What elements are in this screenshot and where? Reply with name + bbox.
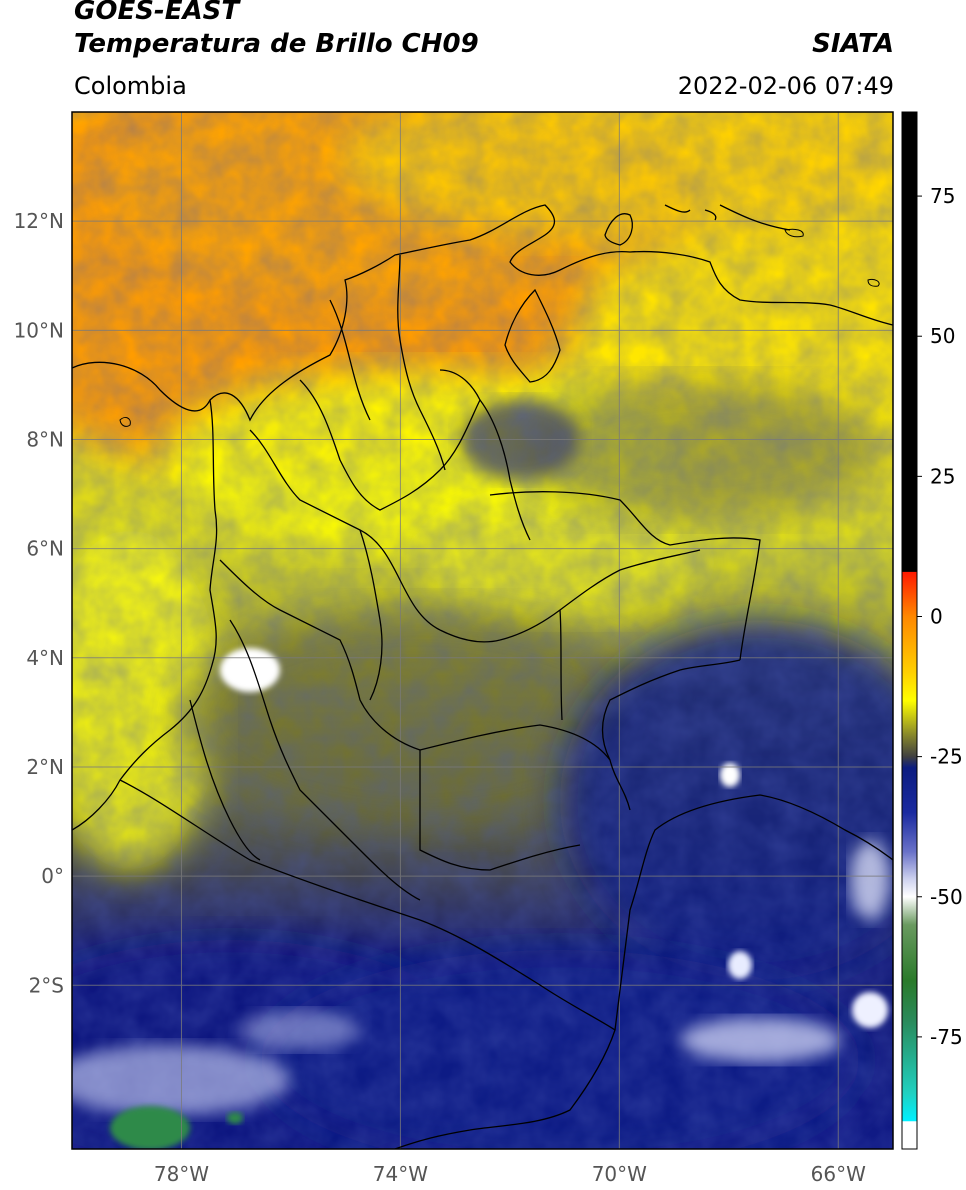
graticule xyxy=(72,112,893,1149)
colorbar: 75 50 25 0 -25 -50 -75 xyxy=(901,111,963,1150)
lat-tick-label: 8°N xyxy=(26,427,64,451)
colorbar-tick-label: 25 xyxy=(930,464,955,488)
colorbar-tick-label: 0 xyxy=(930,604,943,628)
longitude-axis: 78°W 74°W 70°W 66°W xyxy=(154,1162,866,1186)
lat-tick-label: 4°N xyxy=(26,646,64,670)
colorbar-tick-label: -75 xyxy=(930,1025,963,1049)
colorbar-tick-label: 75 xyxy=(930,184,955,208)
lat-tick-label: 2°N xyxy=(26,755,64,779)
map-frame xyxy=(71,111,894,1150)
islands xyxy=(119,228,880,427)
lat-tick-label: 2°S xyxy=(29,973,64,997)
coastline-and-borders xyxy=(72,204,893,1149)
colorbar-tick-label: -50 xyxy=(930,885,963,909)
lon-tick-label: 78°W xyxy=(154,1162,209,1186)
datetime-label: 2022-02-06 07:49 xyxy=(677,72,894,100)
colorbar-tick-label: -25 xyxy=(930,745,963,769)
colorbar-tick-label: 50 xyxy=(930,324,955,348)
lat-tick-label: 6°N xyxy=(26,537,64,561)
lon-tick-label: 70°W xyxy=(592,1162,647,1186)
source-label: SIATA xyxy=(812,29,894,59)
latitude-axis: 12°N 10°N 8°N 6°N 4°N 2°N 0° 2°S xyxy=(14,209,64,997)
lat-tick-label: 12°N xyxy=(14,209,64,233)
lat-tick-label: 0° xyxy=(41,864,64,888)
colorbar-scale xyxy=(901,111,918,1150)
lon-tick-label: 74°W xyxy=(373,1162,428,1186)
product-title: Temperatura de Brillo CH09 xyxy=(74,29,479,59)
region-label: Colombia xyxy=(74,72,187,100)
lat-tick-label: 10°N xyxy=(14,318,64,342)
lon-tick-label: 66°W xyxy=(811,1162,866,1186)
satellite-title: GOES-EAST xyxy=(74,0,240,26)
brightness-temperature-field xyxy=(72,112,893,1149)
